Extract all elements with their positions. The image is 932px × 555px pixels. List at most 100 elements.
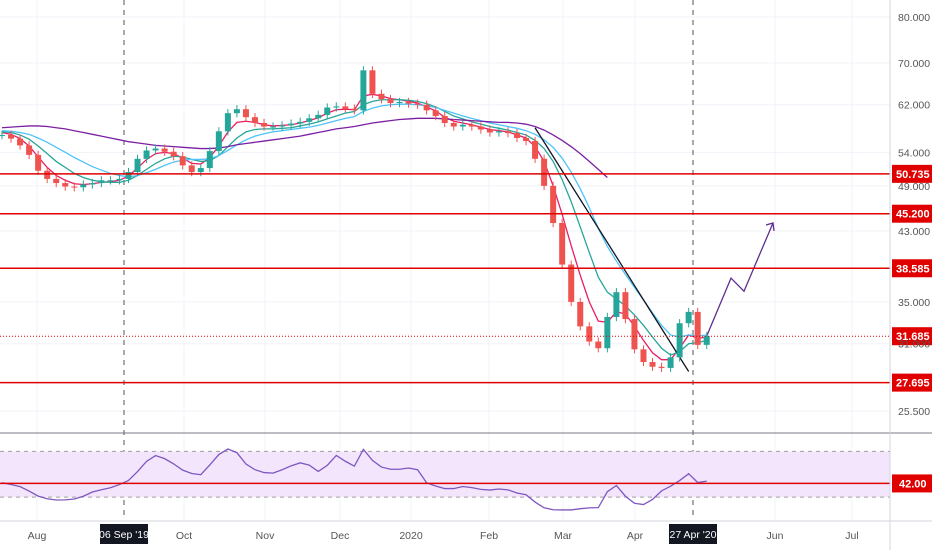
candle-body [495,131,502,133]
price-tick-label: 31.000 [898,339,930,351]
price-tick-label: 62.000 [898,100,930,112]
candle-body [568,264,575,302]
projection-path [706,222,774,337]
candle-body [613,292,620,317]
price-tick-label: 43.000 [898,226,930,238]
price-label-badge [892,373,932,392]
candle-body [71,186,78,188]
candle-body [658,366,665,368]
candle-body [387,99,394,104]
rsi-label-text: 42.00 [899,478,927,490]
candle-body [35,154,42,171]
price-tick-label: 70.000 [898,58,930,70]
price-label-text: 38.585 [896,263,930,275]
candle-body [342,106,349,109]
candles-layer [0,66,710,373]
date-badge [669,524,717,544]
candle-body [116,178,123,181]
candle-body [649,362,656,367]
rsi-line [1,448,707,511]
candle-body [80,184,87,188]
price-label-badge [892,327,932,346]
time-tick-label: Oct [176,530,192,542]
candle-body [369,70,376,94]
candle-body [270,126,277,128]
candle-body [279,125,286,127]
candle-body [541,158,548,186]
candle-body [378,93,385,100]
candle-body [667,357,674,368]
candle-body [0,134,5,136]
candle-body [206,151,213,169]
candle-body [297,121,304,124]
candle-body [360,70,367,111]
price-label-badge [892,259,932,278]
candle-body [134,158,141,173]
date-badge-text: 27 Apr '20 [670,529,717,541]
moving-average-line [1,117,608,179]
projection-arrowhead [765,222,775,232]
candle-body [523,137,530,142]
price-label-text: 31.685 [896,331,930,343]
candle-body [432,110,439,117]
candle-body [631,319,638,350]
trend-line [534,127,690,372]
crosshair-layer [123,0,694,520]
price-tick-label: 80.000 [898,12,930,24]
candle-body [62,183,69,187]
candle-body [532,141,539,159]
candle-body [477,126,484,130]
candle-body [197,168,204,173]
price-label-badge [892,164,932,183]
time-tick-label: Feb [480,530,498,542]
levels-layer: 50.735 45.200 38.585 31.685 27.695 [0,164,932,392]
candle-body [224,113,231,132]
candle-body [396,101,403,104]
candle-body [233,109,240,114]
candle-body [261,122,268,127]
candle-body [450,122,457,127]
candle-body [17,138,24,146]
time-tick-label: Mar [554,530,573,542]
candle-body [143,150,150,159]
time-tick-label: Jun [767,530,784,542]
moving-averages-layer [1,93,775,372]
candle-body [170,151,177,157]
candle-body [703,336,710,345]
candle-body [559,222,566,265]
moving-average-line [1,93,707,361]
candle-body [685,311,692,324]
candle-body [676,323,683,358]
candle-body [26,145,33,155]
candle-body [242,109,249,118]
candle-body [405,101,412,104]
price-tick-label: 35.000 [898,297,930,309]
time-tick-label: Nov [256,530,275,542]
candle-body [179,156,186,166]
candle-body [152,148,159,151]
candle-body [423,104,430,111]
price-label-text: 50.735 [896,169,930,181]
candle-body [333,106,340,108]
rsi-layer: 42.00 [0,448,932,511]
time-tick-label: Dec [331,530,350,542]
time-tick-label: 2020 [399,530,423,542]
time-tick-label: Apr [627,530,644,542]
date-badge [100,524,148,544]
candle-body [89,183,96,185]
rsi-band [0,451,890,498]
price-label-badge [892,204,932,223]
rsi-label-badge [892,474,932,493]
candle-body [459,124,466,127]
candle-body [8,134,15,139]
candle-body [251,117,258,123]
price-label-text: 45.200 [896,209,930,221]
price-tick-label: 54.000 [898,147,930,159]
candle-body [188,165,195,173]
time-tick-label: Jul [845,530,858,542]
candle-body [414,103,421,105]
candle-body [215,131,222,152]
